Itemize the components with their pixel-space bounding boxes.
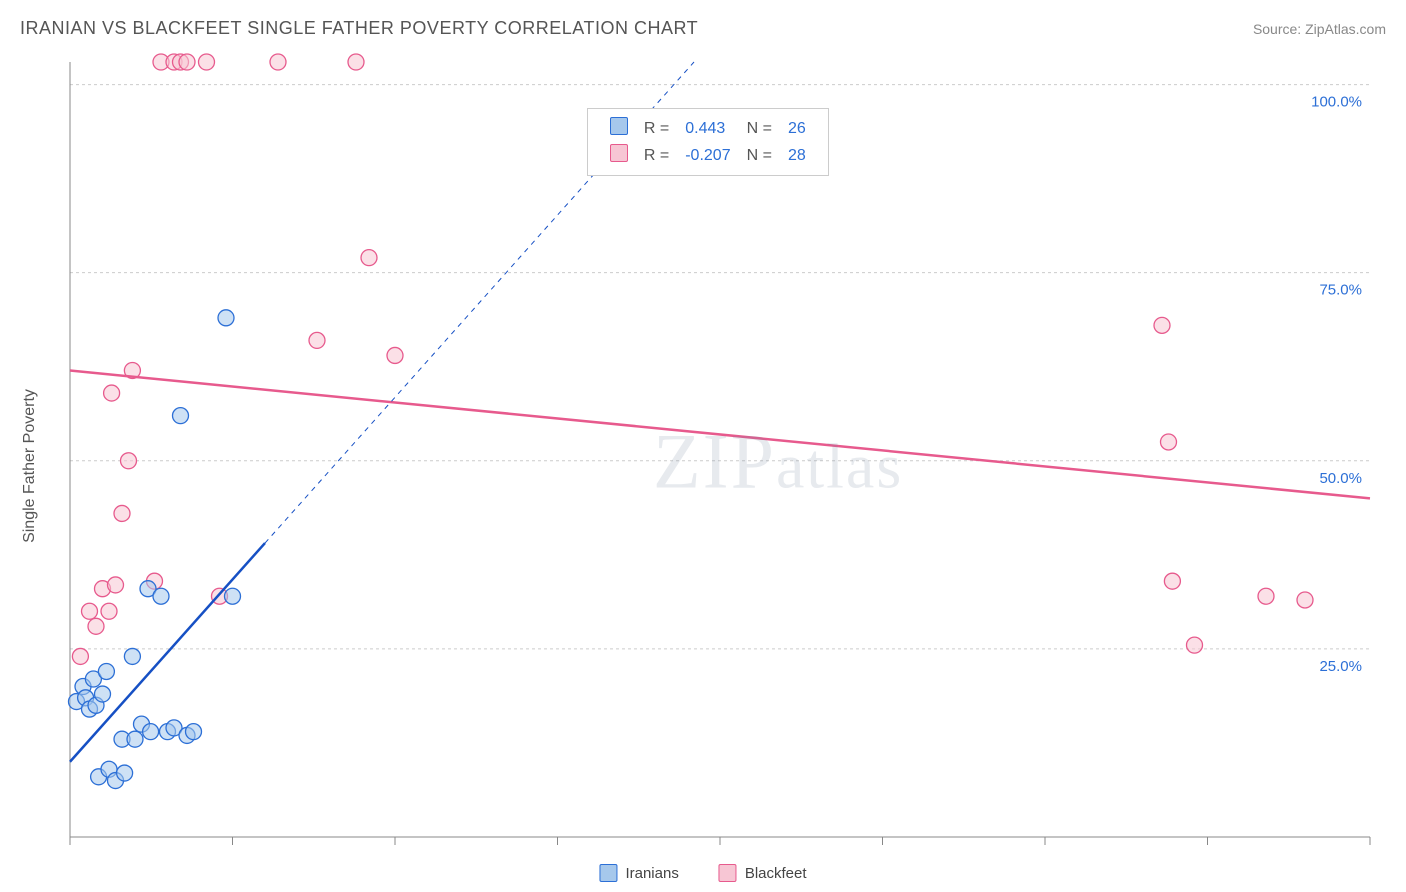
blackfeet-swatch-icon	[610, 144, 628, 162]
blackfeet-point	[1161, 434, 1177, 450]
y-tick-label: 25.0%	[1319, 658, 1362, 675]
blackfeet-point	[1297, 592, 1313, 608]
n-label: N =	[739, 142, 780, 169]
legend-item-iranians: Iranians	[599, 864, 678, 882]
blackfeet-point	[104, 385, 120, 401]
blackfeet-point	[309, 332, 325, 348]
chart-title: IRANIAN VS BLACKFEET SINGLE FATHER POVER…	[20, 18, 698, 39]
iranians-swatch-icon	[610, 117, 628, 135]
iranians-point	[218, 310, 234, 326]
legend: Iranians Blackfeet	[599, 864, 806, 882]
blackfeet-point	[1258, 588, 1274, 604]
stats-row-iranians: R =0.443N =26	[602, 115, 814, 142]
n-label: N =	[739, 115, 780, 142]
legend-label: Iranians	[625, 865, 678, 882]
blackfeet-point	[1154, 317, 1170, 333]
blackfeet-point	[199, 54, 215, 70]
r-value: 0.443	[677, 115, 738, 142]
legend-item-blackfeet: Blackfeet	[719, 864, 807, 882]
blackfeet-point	[1187, 637, 1203, 653]
iranians-point	[95, 686, 111, 702]
blackfeet-point	[387, 347, 403, 363]
stats-row-blackfeet: R =-0.207N =28	[602, 142, 814, 169]
blackfeet-point	[361, 250, 377, 266]
y-axis-label: Single Father Poverty	[21, 389, 39, 543]
iranians-point	[143, 724, 159, 740]
chart-container: Single Father Poverty 0.0% 100.0% 25.0% 50.…	[20, 50, 1386, 882]
iranians-point	[127, 731, 143, 747]
blackfeet-point	[82, 603, 98, 619]
iranians-point	[98, 663, 114, 679]
blackfeet-point	[270, 54, 286, 70]
r-value: -0.207	[677, 142, 738, 169]
iranians-swatch-icon	[599, 864, 617, 882]
blackfeet-point	[108, 577, 124, 593]
iranians-point	[124, 648, 140, 664]
n-value: 26	[780, 115, 814, 142]
y-tick-label: 50.0%	[1319, 470, 1362, 487]
blackfeet-swatch-icon	[719, 864, 737, 882]
iranians-point	[173, 408, 189, 424]
source-label: Source: ZipAtlas.com	[1253, 21, 1386, 37]
x-tick-label: 0.0%	[60, 854, 94, 855]
legend-label: Blackfeet	[745, 865, 807, 882]
r-label: R =	[636, 115, 677, 142]
r-label: R =	[636, 142, 677, 169]
blackfeet-point	[114, 505, 130, 521]
blackfeet-point	[88, 618, 104, 634]
iranians-point	[225, 588, 241, 604]
y-tick-label: 75.0%	[1319, 282, 1362, 299]
blackfeet-point	[179, 54, 195, 70]
blackfeet-point	[348, 54, 364, 70]
blackfeet-trendline	[70, 370, 1370, 498]
blackfeet-point	[72, 648, 88, 664]
blackfeet-point	[1164, 573, 1180, 589]
n-value: 28	[780, 142, 814, 169]
y-tick-label: 100.0%	[1311, 94, 1362, 111]
iranians-point	[186, 724, 202, 740]
iranians-point	[117, 765, 133, 781]
blackfeet-point	[121, 453, 137, 469]
x-tick-label: 100.0%	[1289, 854, 1340, 855]
iranians-point	[153, 588, 169, 604]
blackfeet-point	[101, 603, 117, 619]
correlation-stats-box: R =0.443N =26R =-0.207N =28	[587, 108, 829, 176]
